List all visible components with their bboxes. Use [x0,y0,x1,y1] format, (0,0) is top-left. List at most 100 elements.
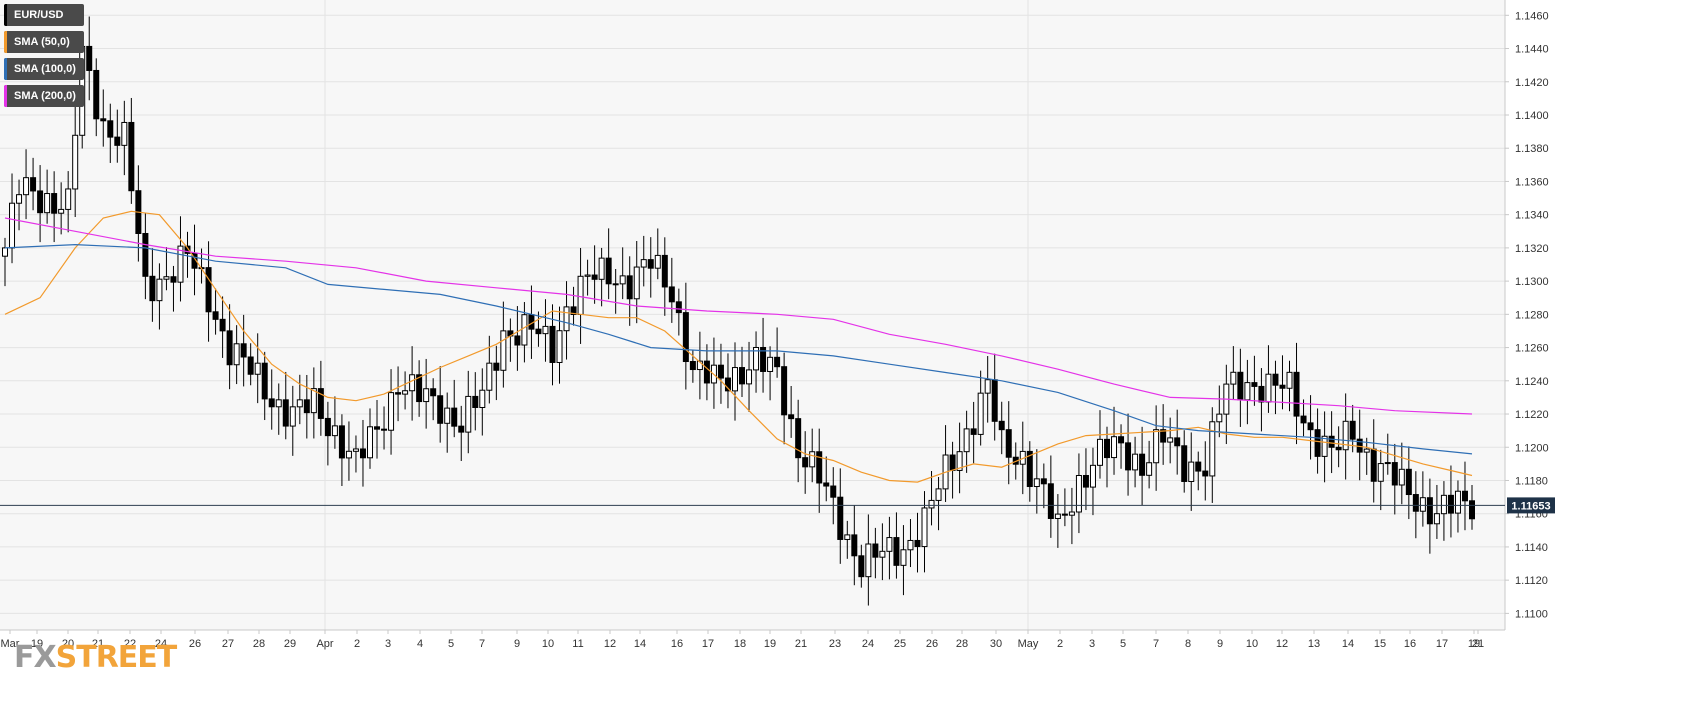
candle-bull [584,274,591,277]
candle-bear [1026,450,1033,488]
candle-bear [717,364,724,379]
legend-swatch-eurusd [4,4,7,26]
candle-bear [1047,483,1054,519]
candle-bull [44,193,51,214]
candle-bear [1328,435,1335,448]
candle-bear [739,367,746,385]
x-tick-label: 21 [92,638,104,650]
x-tick-label: 11 [572,638,583,650]
candle-bear [949,454,956,471]
candle-bear [549,325,556,363]
candle-bull [577,275,584,315]
candle-bear [1426,497,1433,525]
candle-bull [844,534,851,540]
legend-item-sma50[interactable]: SMA (50,0) [4,31,84,53]
current-price-tag [1507,497,1555,514]
candle-bear [317,388,324,419]
candle-bear [324,417,331,437]
x-tick-label: 7 [1153,638,1159,650]
x-tick-label: 18 [734,638,746,650]
candle-bear [1335,446,1342,451]
legend-label-sma100: SMA (100,0) [14,63,76,75]
candle-bear [1082,474,1089,488]
candle-bear [37,190,44,214]
x-tick-label: 25 [894,638,906,650]
candle-bull [1321,435,1328,457]
candle-bull [72,134,79,190]
candle-bull [1286,371,1293,389]
x-tick-label: Mar [1,638,20,650]
y-tick-label: 1.1200 [1515,442,1549,454]
candle-bull [275,399,282,408]
candle-bear [675,301,682,314]
candle-bear [774,356,781,368]
candle-bull [879,550,886,558]
candle-bear [760,346,767,372]
candle-bull [1075,474,1082,513]
y-tick-label: 1.1440 [1515,44,1549,56]
x-tick-label: 5 [448,638,454,650]
legend-item-eurusd[interactable]: EUR/USD [4,4,84,26]
candle-bull [598,257,605,280]
candle-bear [1349,420,1356,440]
candle-bear [303,399,310,414]
candle-bear [914,539,921,548]
candle-bear [1293,371,1300,417]
candle-bull [640,259,647,268]
candle-bear [591,274,598,280]
candle-bear [191,252,198,269]
candle-bull [907,539,914,551]
x-tick-label: 20 [62,638,74,650]
candle-bear [1118,436,1125,444]
candle-bull [556,330,563,363]
candle-bull [865,543,872,578]
x-tick-label: 19 [1468,638,1480,650]
candle-bull [1209,421,1216,477]
x-tick-label: 13 [1308,638,1320,650]
candle-bull [1216,413,1223,423]
y-tick-label: 1.1380 [1515,143,1549,155]
candle-bull [2,247,8,257]
candle-bull [633,266,640,300]
candle-bear [830,485,837,498]
legend-item-sma100[interactable]: SMA (100,0) [4,58,84,80]
candle-bull [977,392,984,435]
candle-bear [1237,371,1244,401]
logo-street: STREET [55,640,178,675]
candle-bear [107,120,114,138]
y-tick-label: 1.1240 [1515,376,1549,388]
candle-bull [935,488,942,501]
x-tick-label: 24 [155,638,167,650]
candle-bull [1153,429,1160,464]
candle-bull [654,254,661,269]
candle-bull [696,360,703,371]
x-tick-label: 21 [795,638,807,650]
candle-bull [1089,464,1096,488]
candle-bull [731,367,738,392]
candle-bear [1391,462,1398,486]
candle-bull [310,388,317,414]
candle-bear [1412,494,1419,512]
y-tick-label: 1.1100 [1515,608,1548,620]
candle-bull [352,448,359,452]
legend-item-sma200[interactable]: SMA (200,0) [4,85,84,107]
candle-bull [296,399,303,408]
x-tick-label: 27 [222,638,234,650]
candle-bull [1440,494,1447,515]
x-tick-label: May [1018,638,1039,650]
legend-label-sma50: SMA (50,0) [14,36,70,48]
candle-bear [1307,422,1314,431]
candle-bear [86,45,93,71]
candle-bull [465,395,472,433]
x-tick-label: 3 [1089,638,1095,650]
candle-bear [724,377,731,392]
candle-bull [809,451,816,468]
candle-bear [93,69,100,120]
candle-bear [837,496,844,540]
candle-bull [65,188,72,210]
candle-bear [170,276,177,283]
candle-bear [142,232,149,277]
x-tick-label: 26 [189,638,201,650]
candle-bear [1174,437,1181,447]
